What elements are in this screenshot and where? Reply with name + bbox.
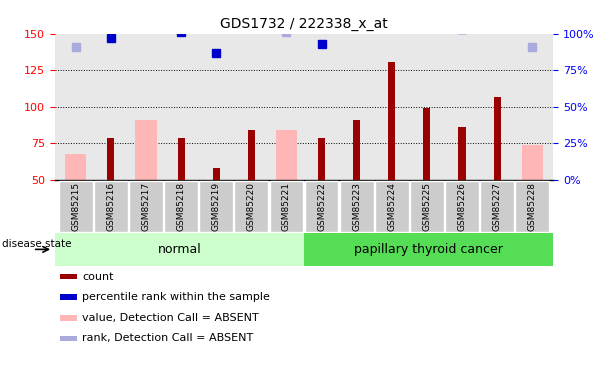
Bar xyxy=(108,138,114,180)
Bar xyxy=(59,180,92,232)
Bar xyxy=(445,180,479,232)
Text: count: count xyxy=(82,272,114,282)
Bar xyxy=(213,168,219,180)
Text: GSM85215: GSM85215 xyxy=(71,182,80,231)
Bar xyxy=(60,315,77,321)
Bar xyxy=(269,180,303,232)
Title: GDS1732 / 222338_x_at: GDS1732 / 222338_x_at xyxy=(220,17,388,32)
Bar xyxy=(410,180,444,232)
Bar xyxy=(353,120,360,180)
Bar xyxy=(55,232,304,266)
Bar xyxy=(423,108,430,180)
Bar xyxy=(318,138,325,180)
Text: GSM85227: GSM85227 xyxy=(492,182,502,231)
Bar xyxy=(458,128,466,180)
Text: GSM85226: GSM85226 xyxy=(457,182,466,231)
Bar xyxy=(305,180,339,232)
Bar xyxy=(480,180,514,232)
Text: papillary thyroid cancer: papillary thyroid cancer xyxy=(354,243,503,256)
Text: GSM85224: GSM85224 xyxy=(387,182,396,231)
Text: normal: normal xyxy=(157,243,201,256)
Text: GSM85218: GSM85218 xyxy=(176,182,185,231)
Text: GSM85217: GSM85217 xyxy=(142,182,151,231)
Bar xyxy=(276,130,297,180)
Text: GSM85225: GSM85225 xyxy=(423,182,432,231)
Text: GSM85216: GSM85216 xyxy=(106,182,116,231)
Bar xyxy=(248,130,255,180)
Text: value, Detection Call = ABSENT: value, Detection Call = ABSENT xyxy=(82,313,259,323)
Bar xyxy=(60,336,77,341)
Text: GSM85221: GSM85221 xyxy=(282,182,291,231)
Text: percentile rank within the sample: percentile rank within the sample xyxy=(82,292,270,302)
Bar xyxy=(494,97,500,180)
Bar xyxy=(375,180,409,232)
Text: GSM85223: GSM85223 xyxy=(352,182,361,231)
Bar xyxy=(199,180,233,232)
Text: rank, Detection Call = ABSENT: rank, Detection Call = ABSENT xyxy=(82,333,254,344)
Bar xyxy=(389,62,395,180)
Bar xyxy=(340,180,373,232)
Bar xyxy=(65,154,86,180)
Text: disease state: disease state xyxy=(2,239,71,249)
Text: GSM85219: GSM85219 xyxy=(212,182,221,231)
Bar xyxy=(304,232,553,266)
Text: GSM85222: GSM85222 xyxy=(317,182,326,231)
Bar xyxy=(94,180,128,232)
Bar xyxy=(136,120,156,180)
Bar xyxy=(60,274,77,279)
Bar xyxy=(129,180,163,232)
Bar xyxy=(60,294,77,300)
Bar xyxy=(522,145,543,180)
Bar xyxy=(235,180,268,232)
Text: GSM85228: GSM85228 xyxy=(528,182,537,231)
Bar xyxy=(164,180,198,232)
Bar xyxy=(178,138,185,180)
Bar xyxy=(516,180,549,232)
Text: GSM85220: GSM85220 xyxy=(247,182,256,231)
